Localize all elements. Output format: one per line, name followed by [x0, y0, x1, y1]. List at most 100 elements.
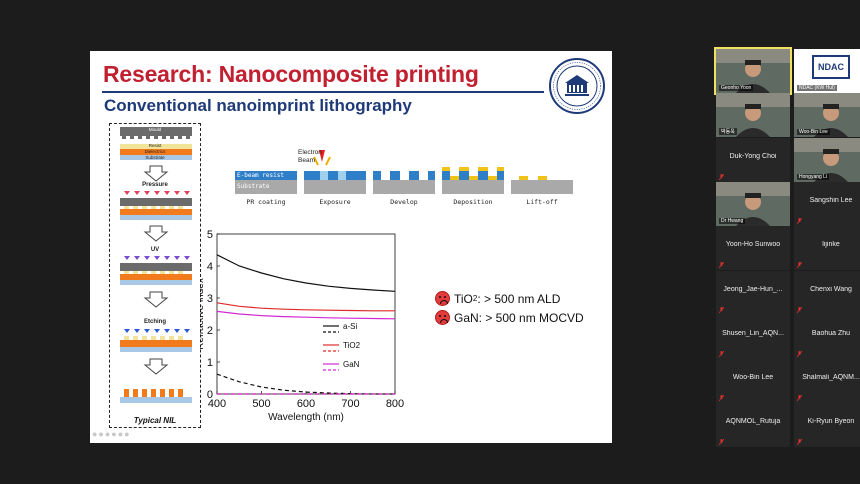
participant-name: Dr Hwang [719, 218, 746, 224]
participant-tile[interactable]: Geonho Yoon [714, 47, 792, 95]
electron-beam-label: Electron Beam [298, 149, 322, 164]
y-tick-label: 2 [207, 325, 213, 337]
step-lift-off: Lift-off [526, 198, 558, 206]
participant-tile[interactable]: Woo-Bin Lee [794, 93, 860, 137]
uv-label: UV [150, 247, 160, 253]
mould-label: Mould [148, 127, 162, 132]
participant-tile[interactable]: Duk-Yong Choi [716, 138, 790, 182]
participant-name: AQNMOL_Rutuja [725, 418, 781, 425]
participant-tile[interactable]: NDAC NDAC (KW Hul) [794, 49, 860, 93]
participant-name: Woo-Bin Lee [797, 129, 830, 135]
legend-label: GaN [343, 360, 360, 369]
ebeam-resist-label: E-beam resist [237, 172, 284, 179]
participant-name: Woo-Bin Lee [732, 374, 774, 381]
x-tick-label: 600 [297, 398, 315, 410]
university-seal-logo [549, 58, 605, 114]
participant-name: Duk-Yong Choi [729, 153, 777, 160]
muted-mic-icon [719, 262, 724, 268]
ndac-logo: NDAC [812, 55, 850, 79]
participant-name: Ki-Ryun Byeon [807, 418, 855, 425]
legend-label: a-Si [343, 322, 357, 331]
y-tick-label: 0 [207, 389, 213, 401]
tio2-note-text: TiO [454, 291, 473, 306]
y-axis-title: Refractive index [200, 278, 206, 350]
x-axis-title: Wavelength (nm) [268, 412, 344, 423]
title-divider [102, 91, 544, 93]
sad-face-icon [435, 310, 450, 325]
participant-tile[interactable]: Woo-Bin Lee [716, 359, 790, 403]
pressure-label: Pressure [142, 182, 168, 188]
dielectrics-label: Dielectrics [144, 149, 166, 154]
participant-name: Jeong_Jae-Hun_... [723, 286, 783, 293]
muted-mic-icon [719, 351, 724, 357]
step-deposition: Deposition [453, 198, 493, 206]
slide-footer: ●●●●●● [92, 429, 131, 439]
participant-tile[interactable]: Sangshin Lee [794, 182, 860, 226]
nil-process-diagram [120, 127, 192, 403]
gan-note-text: GaN: > 500 nm MOCVD [454, 310, 584, 325]
x-tick-label: 400 [208, 398, 226, 410]
participant-tile[interactable]: AQNMOL_Rutuja [716, 403, 790, 447]
participant-name: Yoon-Ho Sunwoo [725, 241, 781, 248]
participant-name: Hongyang Li [797, 174, 830, 180]
muted-mic-icon [719, 307, 724, 313]
x-tick-label: 800 [386, 398, 404, 410]
ebeam-process-diagram [235, 150, 573, 194]
participant-tile[interactable]: Baohua Zhu [794, 315, 860, 359]
muted-mic-icon [797, 439, 802, 445]
participant-tile[interactable]: Ki-Ryun Byeon [794, 403, 860, 447]
muted-mic-icon [719, 395, 724, 401]
participant-name: Geonho Yoon [719, 85, 754, 91]
series-line-a-si-n [216, 254, 396, 292]
participant-name: 박동욱 [719, 128, 737, 135]
etching-label: Etching [144, 319, 166, 325]
participant-tile[interactable]: Hongyang Li [794, 138, 860, 182]
participant-tile[interactable]: Chenxi Wang [794, 271, 860, 315]
y-tick-label: 3 [207, 293, 213, 305]
muted-mic-icon [797, 351, 802, 357]
muted-mic-icon [719, 174, 724, 180]
step-pr-coating: PR coating [246, 198, 286, 206]
electron-beam-arrow [319, 150, 325, 162]
participant-name: Shalmali_AQNM... [802, 374, 860, 381]
slide-subtitle: Conventional nanoimprint lithography [104, 96, 412, 115]
participant-tile[interactable]: Shusen_Lin_AQN... [716, 315, 790, 359]
legend-label: TiO2 [343, 341, 361, 350]
shared-slide: Research: Nanocomposite printing Convent… [90, 51, 612, 443]
slide-title: Research: Nanocomposite printing [103, 61, 479, 87]
participant-tile[interactable]: Shalmali_AQNM... [794, 359, 860, 403]
muted-mic-icon [797, 262, 802, 268]
participant-name: Shusen_Lin_AQN... [722, 330, 784, 337]
tio2-note: TiO 2: > 500 nm ALD [435, 291, 560, 306]
y-tick-label: 5 [207, 229, 213, 241]
muted-mic-icon [797, 218, 802, 224]
participant-tile[interactable]: Yoon-Ho Sunwoo [716, 226, 790, 270]
nil-caption: Typical NIL [133, 416, 177, 425]
step-develop: Develop [390, 198, 418, 206]
tio2-subscript: 2 [472, 294, 478, 303]
substrate-label: Substrate [145, 155, 165, 160]
participant-tile[interactable]: Jeong_Jae-Hun_... [716, 271, 790, 315]
tio2-note-rest: : > 500 nm ALD [477, 291, 561, 306]
participant-tile[interactable]: lijinke [794, 226, 860, 270]
participant-name: Chenxi Wang [810, 286, 852, 293]
participant-name: Baohua Zhu [811, 330, 851, 337]
gan-note: GaN: > 500 nm MOCVD [435, 310, 584, 325]
participant-name: NDAC (KW Hul) [797, 85, 837, 91]
participant-name: Sangshin Lee [809, 197, 853, 204]
refractive-index-chart: 400 500 600 700 800 0 1 2 3 4 5 Wavelength (nm) Refr… [200, 229, 404, 423]
participant-name: lijinke [822, 241, 840, 248]
muted-mic-icon [797, 307, 802, 313]
y-tick-label: 4 [207, 261, 213, 273]
substrate-layer-label: Substrate [237, 183, 270, 190]
participant-video [794, 138, 860, 182]
participant-tile[interactable]: 박동욱 [716, 93, 790, 137]
series-line-gan-n [216, 310, 396, 320]
typical-nil-panel: Mould Resist Dielectrics Substrate Press… [109, 123, 201, 428]
participant-tile[interactable]: Dr Hwang [716, 182, 790, 226]
step-exposure: Exposure [319, 198, 351, 206]
muted-mic-icon [719, 439, 724, 445]
resist-label: Resist [148, 143, 162, 148]
x-tick-label: 700 [341, 398, 359, 410]
